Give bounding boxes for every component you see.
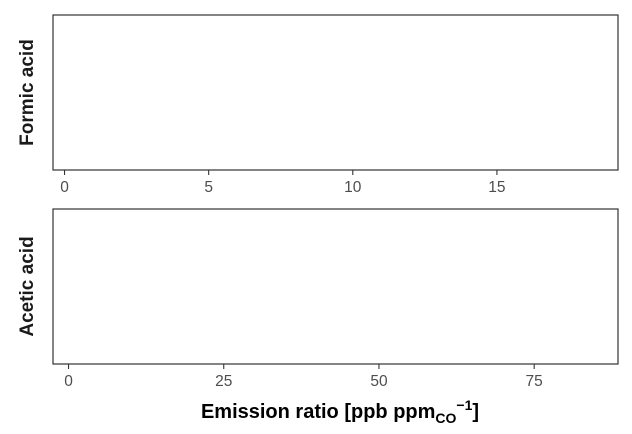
formic-acid-x-tick-label: 0	[60, 179, 69, 196]
x-axis-title: Emission ratio [ppb ppmCO−1]	[201, 397, 479, 426]
formic-acid-facet-label: Formic acid	[17, 39, 38, 146]
x-axis-title-superscript: −1	[456, 397, 472, 413]
formic-acid-x-tick-label: 5	[204, 179, 213, 196]
acetic-acid-x-tick-label: 50	[370, 373, 388, 390]
acetic-acid-x-tick-label: 25	[215, 373, 232, 390]
acetic-acid-x-tick-label: 75	[526, 373, 543, 390]
x-axis-title-main: Emission ratio [ppb ppm	[201, 401, 435, 423]
acetic-acid-x-tick-label: 0	[64, 373, 73, 390]
acetic-acid-panel-border	[52, 208, 619, 365]
formic-acid-panel-border	[52, 14, 619, 171]
formic-acid-panel: 0 5 10 15 Formic acid	[17, 14, 619, 196]
formic-acid-x-tick-label: 10	[344, 179, 362, 196]
x-axis-title-subscript: CO	[435, 410, 456, 426]
formic-acid-x-tick-label: 15	[488, 179, 505, 196]
acetic-acid-facet-label: Acetic acid	[17, 236, 38, 336]
x-axis-title-end: ]	[472, 401, 479, 423]
acetic-acid-panel: 0 25 50 75 Acetic acid	[17, 208, 619, 390]
